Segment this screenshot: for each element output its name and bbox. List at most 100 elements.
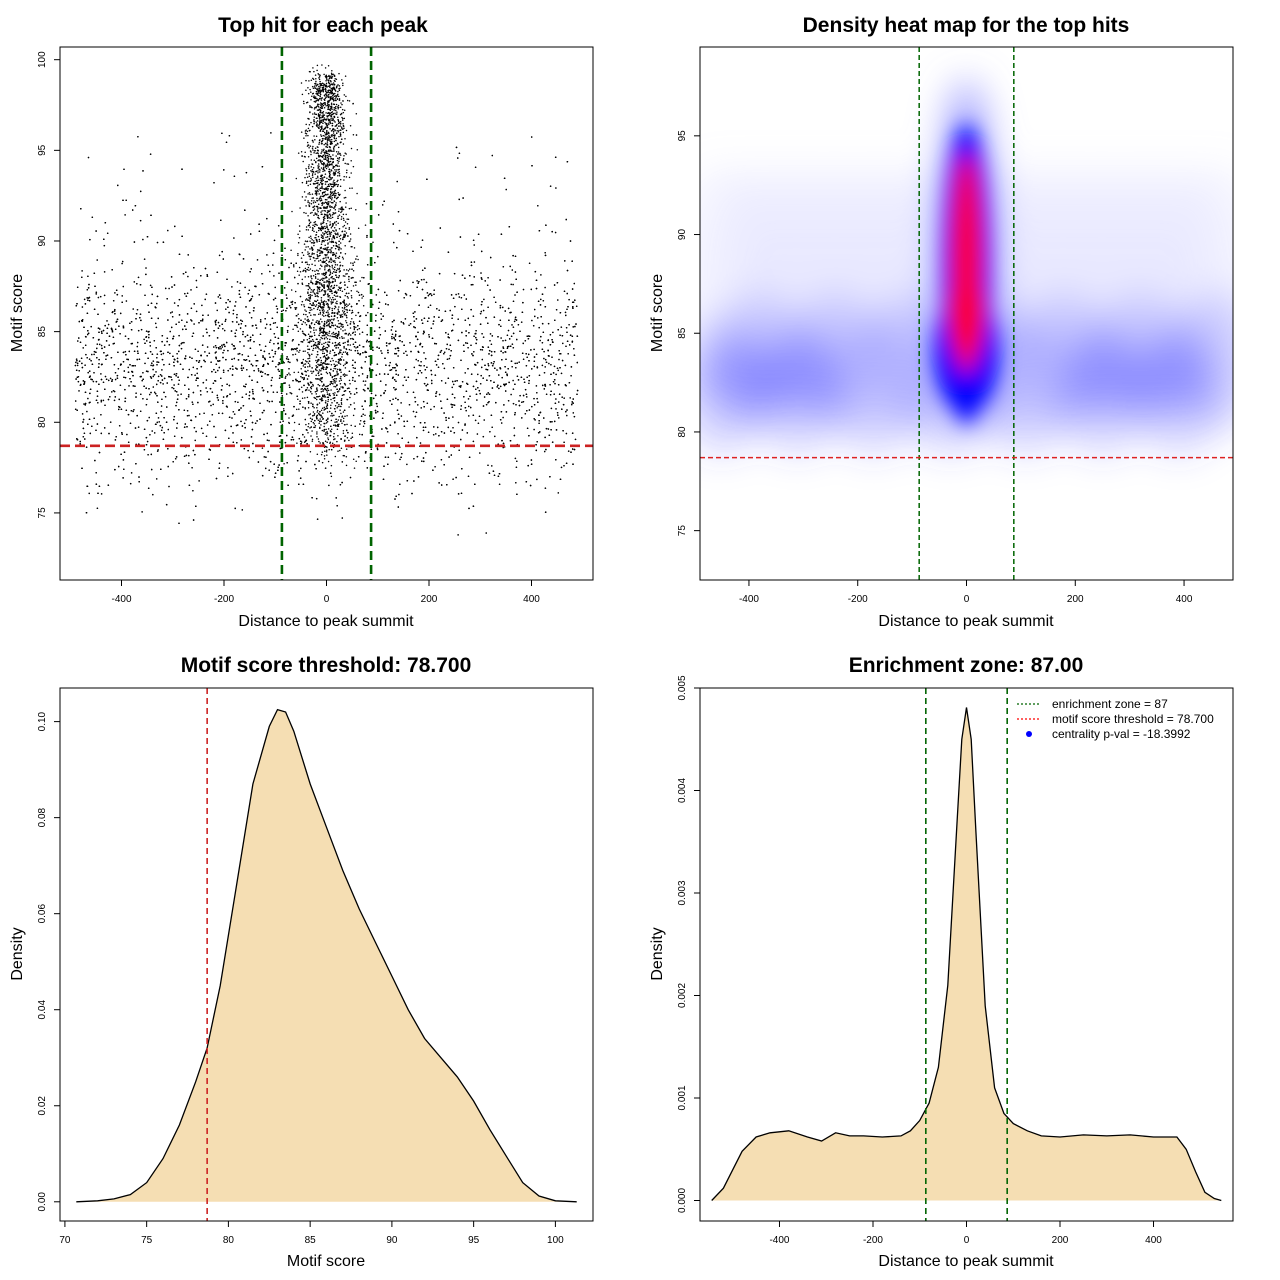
scatter-point	[339, 383, 342, 385]
scatter-point	[348, 278, 350, 280]
scatter-point	[338, 306, 340, 308]
scatter-point	[339, 242, 342, 244]
scatter-point	[351, 332, 354, 335]
scatter-point	[344, 234, 347, 237]
scatter-point	[319, 283, 321, 285]
scatter-point	[322, 237, 325, 239]
scatter-point	[332, 222, 334, 225]
scatter-point	[323, 406, 326, 409]
scatter-point	[336, 129, 338, 132]
scatter-point	[325, 346, 327, 349]
scatter-point	[334, 144, 337, 146]
scatter-point	[352, 165, 355, 168]
scatter-point	[314, 87, 316, 89]
scatter-point	[322, 222, 324, 225]
scatter-point	[342, 329, 344, 332]
scatter-point	[314, 101, 317, 103]
scatter-point	[312, 78, 315, 80]
scatter-point	[327, 152, 329, 155]
scatter-point	[334, 77, 336, 80]
scatter-point	[308, 269, 310, 272]
scatter-point	[313, 122, 315, 125]
scatter-point	[307, 352, 309, 354]
scatter-point	[337, 256, 339, 259]
scatter-point	[346, 305, 348, 308]
scatter-point	[351, 187, 353, 189]
scatter-point	[306, 339, 309, 341]
scatter-point	[328, 111, 330, 114]
scatter-point	[298, 225, 301, 227]
scatter-point	[321, 64, 323, 66]
scatter-point	[331, 318, 333, 321]
scatter-point	[316, 175, 319, 178]
scatter-point	[329, 259, 331, 261]
scatter-point	[324, 239, 326, 242]
scatter-point	[325, 105, 327, 107]
scatter-point	[327, 428, 330, 430]
scatter-point	[322, 227, 325, 230]
scatter-point	[338, 165, 340, 167]
scatter-point	[308, 146, 310, 149]
scatter-point	[336, 372, 338, 374]
scatter-point	[317, 378, 320, 380]
scatter-point	[359, 280, 361, 282]
scatter-point	[318, 440, 320, 443]
scatter-point	[335, 164, 338, 166]
scatter-point	[336, 368, 339, 371]
scatter-point	[328, 150, 330, 153]
scatter-point	[311, 438, 314, 441]
scatter-point	[307, 425, 309, 428]
scatter-point	[330, 404, 332, 407]
scatter-point	[311, 168, 314, 171]
scatter-point	[303, 102, 305, 105]
scatter-point	[323, 148, 325, 150]
scatter-point	[312, 96, 315, 99]
scatter-point	[331, 241, 333, 244]
scatter-point	[320, 453, 323, 456]
scatter-point	[293, 429, 295, 432]
scatter-point	[345, 202, 347, 204]
scatter-point	[326, 337, 329, 340]
scatter-point	[310, 177, 312, 180]
scatter-point	[338, 247, 341, 249]
scatter-point	[337, 162, 339, 164]
scatter-point	[320, 289, 323, 292]
scatter-point	[319, 160, 322, 162]
scatter-point	[309, 295, 312, 298]
scatter-point	[317, 395, 320, 398]
scatter-point	[326, 189, 329, 191]
scatter-point	[311, 174, 314, 176]
scatter-point	[314, 180, 316, 183]
scatter-point	[319, 187, 321, 189]
scatter-point	[320, 349, 323, 351]
scatter-point	[301, 283, 304, 286]
scatter-point	[318, 141, 321, 144]
scatter-point	[333, 116, 336, 119]
scatter-points	[74, 64, 579, 536]
scatter-point	[321, 210, 323, 212]
scatter-point	[329, 109, 332, 112]
scatter-point	[327, 158, 330, 161]
scatter-point	[320, 278, 323, 280]
scatter-point	[322, 134, 325, 137]
scatter-point	[335, 276, 338, 279]
scatter-point	[330, 428, 333, 430]
scatter-point	[329, 86, 331, 89]
scatter-point	[342, 111, 345, 114]
scatter-point	[307, 144, 310, 146]
scatter-point	[316, 453, 319, 456]
scatter-point	[325, 311, 328, 314]
scatter-point	[324, 292, 327, 294]
scatter-point	[328, 308, 331, 310]
scatter-point	[319, 418, 321, 420]
scatter-point	[310, 79, 313, 81]
scatter-point	[330, 141, 332, 143]
scatter-point	[344, 384, 347, 386]
scatter-point	[322, 120, 324, 122]
scatter-point	[325, 75, 327, 78]
scatter-point	[337, 308, 339, 311]
scatter-point	[330, 464, 333, 467]
scatter-point	[338, 415, 340, 418]
scatter-point	[327, 103, 330, 106]
scatter-point	[333, 385, 335, 388]
